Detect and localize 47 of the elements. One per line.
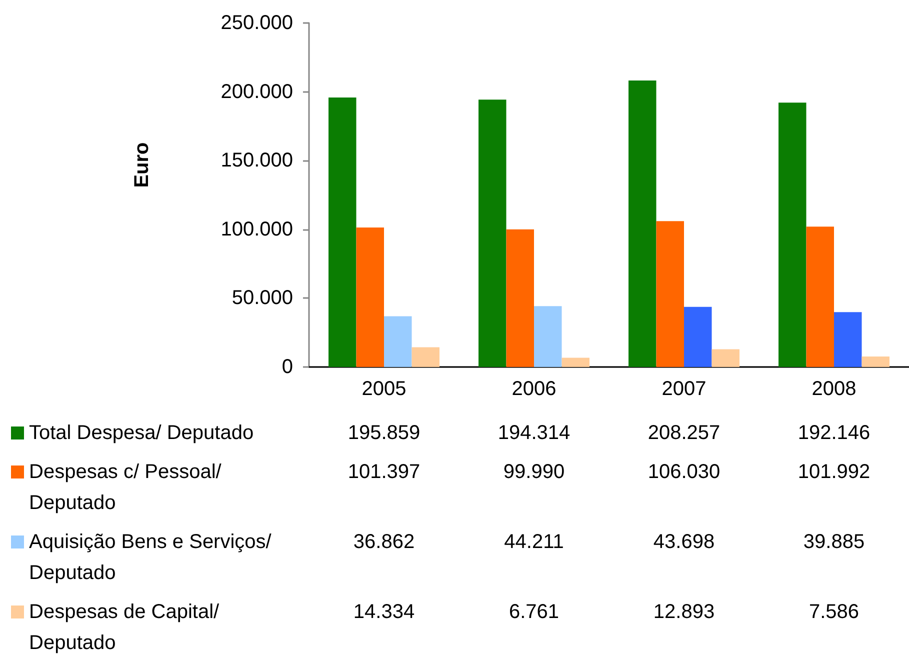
data-label: 6.761 <box>508 601 560 623</box>
y-tick-label: 0 <box>282 356 293 378</box>
x-tick-label: 2005 <box>362 378 406 400</box>
data-label: 101.992 <box>798 461 870 483</box>
y-tick-label: 100.000 <box>220 218 293 240</box>
x-tick-label: 2008 <box>812 378 856 400</box>
x-tick-label: 2007 <box>662 378 706 400</box>
bar <box>356 227 384 367</box>
y-tick-label: 200.000 <box>220 80 293 103</box>
data-label: 194.314 <box>498 422 570 444</box>
y-tick-label: 50.000 <box>232 287 293 310</box>
data-label: 208.257 <box>648 422 720 444</box>
data-label: 39.885 <box>803 531 865 553</box>
y-tick-label: 250.000 <box>220 12 293 34</box>
bar <box>534 306 562 367</box>
legend-label: Total Despesa/ Deputado <box>29 422 254 444</box>
data-label: 192.146 <box>798 422 870 444</box>
y-tick-label: 150.000 <box>220 150 293 172</box>
bar <box>506 229 534 367</box>
bar <box>862 356 890 367</box>
data-label: 43.698 <box>653 531 715 553</box>
data-label: 101.397 <box>348 461 420 483</box>
data-label: 195.859 <box>348 422 420 444</box>
bar <box>412 347 440 367</box>
bar <box>778 102 806 367</box>
bar <box>478 100 506 367</box>
legend-label: Aquisição Bens e Serviços/ Deputado <box>29 531 272 584</box>
data-label: 44.211 <box>504 531 564 553</box>
data-label: 99.990 <box>503 461 565 483</box>
data-label: 12.893 <box>653 601 715 623</box>
bar <box>384 316 412 367</box>
y-axis-title: Euro <box>131 142 153 188</box>
bar <box>806 226 834 367</box>
data-label: 7.586 <box>808 601 860 623</box>
bar <box>684 306 712 367</box>
data-label: 36.862 <box>353 531 415 553</box>
bar <box>834 312 862 367</box>
bar <box>628 80 656 367</box>
data-label: 106.030 <box>648 461 720 483</box>
legend-label: Despesas c/ Pessoal/ Deputado <box>29 461 222 514</box>
bar <box>562 358 590 367</box>
bar <box>328 98 356 367</box>
data-label: 14.334 <box>353 601 415 623</box>
legend-label: Despesas de Capital/ Deputado <box>29 601 220 654</box>
x-tick-label: 2006 <box>512 378 556 400</box>
bar <box>656 221 684 367</box>
bar <box>712 349 740 367</box>
